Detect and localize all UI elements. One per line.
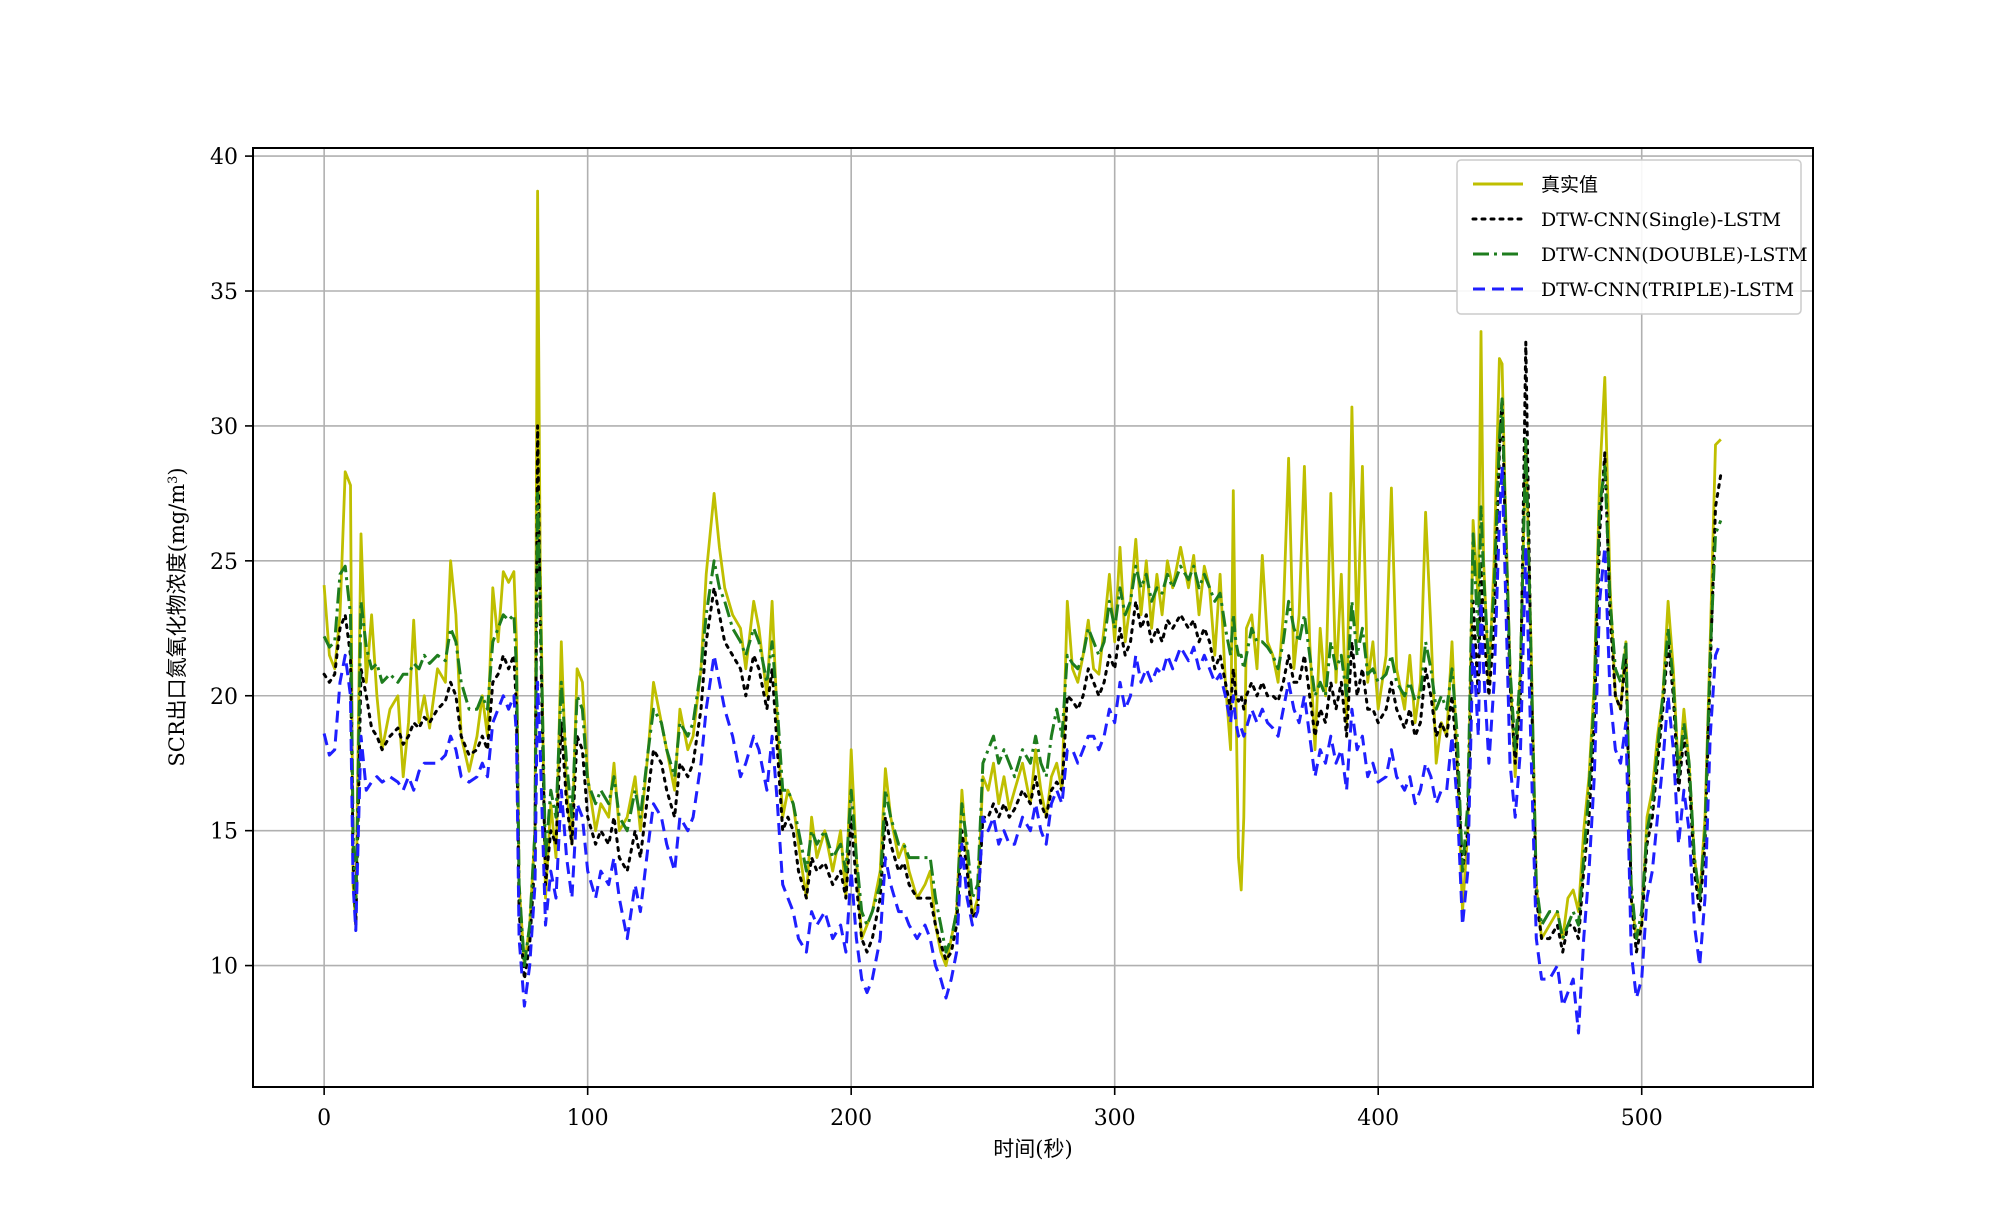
series-line-4 bbox=[322, 464, 1723, 1035]
y-tick-label: 30 bbox=[210, 415, 238, 440]
y-tick-label: 25 bbox=[210, 550, 238, 575]
legend-label-2: DTW-CNN(Single)-LSTM bbox=[1541, 209, 1781, 231]
x-tick-label: 200 bbox=[830, 1106, 872, 1131]
y-axis-label: SCR出口氮氧化物浓度(mg/m3) bbox=[165, 467, 189, 766]
legend-label-4: DTW-CNN(TRIPLE)-LSTM bbox=[1541, 279, 1794, 301]
legend-label-1: 真实值 bbox=[1541, 174, 1598, 196]
y-axis-label-superscript: 3 bbox=[166, 476, 181, 484]
y-tick-label: 35 bbox=[210, 280, 238, 305]
x-tick-label: 500 bbox=[1621, 1106, 1663, 1131]
y-tick-label: 10 bbox=[210, 955, 238, 980]
y-axis-label-main: SCR出口氮氧化物浓度(mg/m bbox=[165, 484, 189, 767]
y-tick-label: 15 bbox=[210, 820, 238, 845]
y-tick-label: 40 bbox=[210, 145, 238, 170]
x-tick-label: 400 bbox=[1357, 1106, 1399, 1131]
y-axis-label-close: ) bbox=[165, 467, 189, 475]
series-line-3 bbox=[322, 397, 1723, 968]
series-line-2 bbox=[322, 340, 1723, 981]
plot-frame bbox=[252, 147, 1814, 1088]
series-lines bbox=[322, 189, 1723, 1035]
legend-label-3: DTW-CNN(DOUBLE)-LSTM bbox=[1541, 244, 1808, 266]
y-tick-label: 20 bbox=[210, 685, 238, 710]
x-axis-label: 时间(秒) bbox=[993, 1137, 1072, 1161]
x-tick-label: 0 bbox=[317, 1106, 331, 1131]
axis-ticks: 0 100 200 300 400 500 10 15 20 25 30 35 40 bbox=[210, 145, 1663, 1131]
legend-box bbox=[1456, 159, 1802, 315]
grid-lines bbox=[253, 148, 1813, 1087]
legend: 真实值 DTW-CNN(Single)-LSTM DTW-CNN(DOUBLE)-L… bbox=[1456, 159, 1808, 315]
x-tick-label: 100 bbox=[567, 1106, 609, 1131]
x-tick-label: 300 bbox=[1094, 1106, 1136, 1131]
